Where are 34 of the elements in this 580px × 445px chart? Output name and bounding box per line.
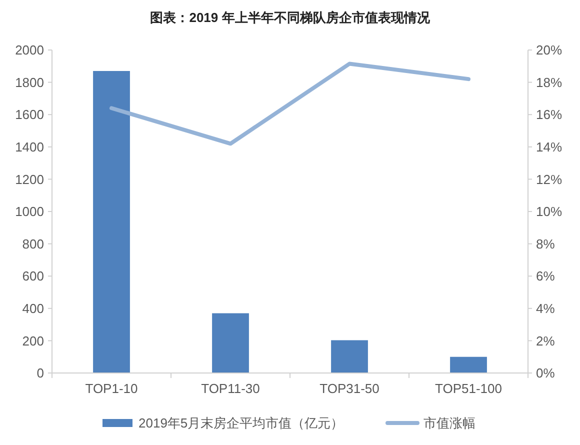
line-series [110,62,470,146]
x-tick-label: TOP1-10 [85,381,138,396]
y2-tick-label: 2% [536,333,556,348]
y-tick-label: 2000 [15,42,44,58]
y-tick-label: 1400 [15,139,44,154]
y-tick-label: 1800 [15,74,44,90]
bar [450,356,487,373]
x-tick-label: TOP31-50 [320,381,380,396]
y-tick-label: 200 [22,333,44,348]
y-tick-label: 800 [22,236,44,252]
x-tick-label: TOP51-100 [435,381,502,396]
y2-tick-label: 20% [536,42,562,58]
legend-label: 市值涨幅 [424,416,476,431]
bar [331,340,368,373]
y2-tick-label: 4% [536,300,556,316]
y-tick-label: 1000 [15,204,44,220]
y2-tick-label: 0% [536,366,556,381]
y2-tick-label: 10% [536,204,562,220]
bar [212,313,249,373]
y-tick-label: 1200 [15,172,44,187]
y-tick-label: 400 [22,300,44,316]
y2-tick-label: 6% [536,268,556,284]
bar [93,70,130,373]
y-tick-label: 1600 [15,107,44,122]
y2-tick-label: 18% [536,74,562,90]
y2-tick-label: 16% [536,107,562,122]
legend-label: 2019年5月末房企平均市值（亿元） [138,416,344,431]
y2-tick-label: 14% [536,139,562,154]
y2-tick-label: 12% [536,172,562,187]
y-tick-label: 600 [22,268,44,284]
y-tick-label: 0 [36,366,44,381]
chart-title: 图表：2019 年上半年不同梯队房企市值表现情况 [150,10,431,25]
y2-tick-label: 8% [536,236,556,252]
x-tick-label: TOP11-30 [201,381,260,396]
